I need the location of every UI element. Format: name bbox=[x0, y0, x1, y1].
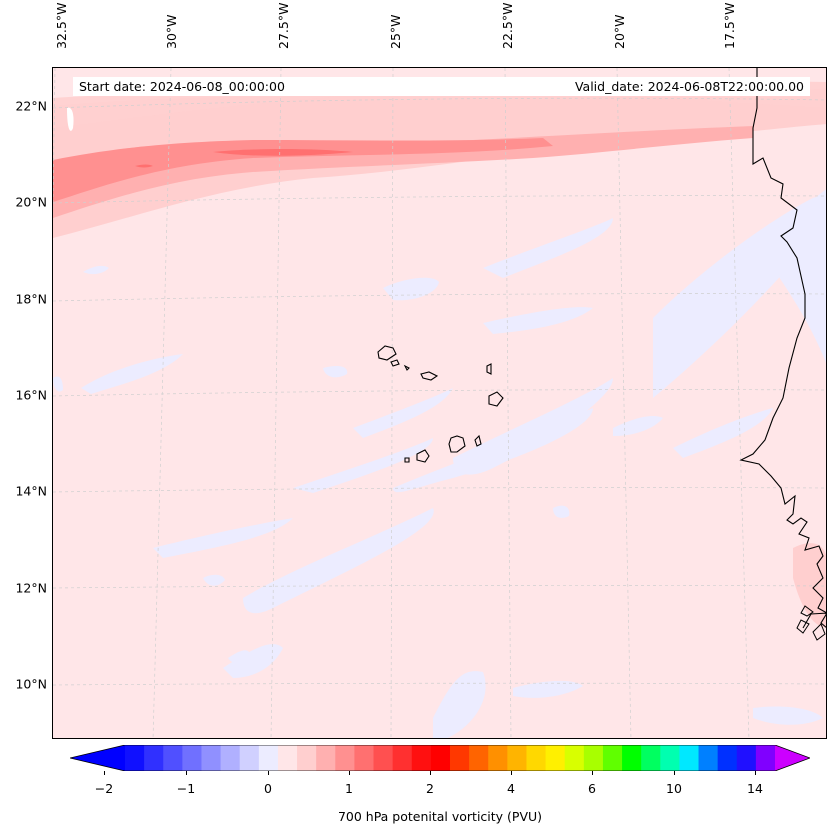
colorbar-segment bbox=[392, 745, 413, 771]
longitude-label: 20°W bbox=[612, 14, 627, 49]
coastline-islands-se bbox=[796, 605, 826, 641]
colorbar-label: 700 hPa potenital vorticity (PVU) bbox=[337, 809, 543, 824]
latitude-label: 10°N bbox=[15, 676, 47, 692]
date-info-bar: Start date: 2024-06-08_00:00:00 Valid_da… bbox=[73, 77, 810, 96]
colorbar-segment bbox=[411, 745, 432, 771]
latitude-label: 22°N bbox=[15, 98, 47, 114]
colorbar-segment bbox=[335, 745, 355, 771]
pv-negative-streaks bbox=[53, 189, 826, 738]
latitude-label: 12°N bbox=[15, 580, 47, 596]
longitude-label: 27.5°W bbox=[276, 2, 291, 49]
colorbar-segment bbox=[163, 745, 183, 771]
longitude-label: 17.5°W bbox=[722, 2, 737, 49]
colorbar-segment bbox=[564, 745, 585, 771]
colorbar-tick-mark bbox=[186, 771, 187, 775]
colorbar-segment bbox=[622, 745, 642, 771]
graticule bbox=[53, 68, 826, 738]
colorbar-tick-mark bbox=[592, 771, 593, 775]
colorbar-segment bbox=[373, 745, 394, 771]
valid-date-label: Valid_date: 2024-06-08T22:00:00.00 bbox=[574, 79, 804, 94]
colorbar-tick-label: −1 bbox=[176, 781, 196, 796]
colorbar-segment bbox=[450, 745, 470, 771]
colorbar-segment bbox=[641, 745, 661, 771]
colorbar-segment bbox=[297, 745, 317, 771]
colorbar-tick-label: 4 bbox=[507, 781, 515, 796]
colorbar-tick-label: 6 bbox=[588, 781, 596, 796]
pv-band-light bbox=[53, 88, 826, 238]
colorbar-segment bbox=[144, 745, 164, 771]
longitude-label: 30°W bbox=[164, 14, 179, 49]
colorbar-tick-label: 10 bbox=[666, 781, 682, 796]
colorbar bbox=[70, 745, 810, 771]
colorbar-segment bbox=[526, 745, 547, 771]
colorbar-tick-mark bbox=[755, 771, 756, 775]
map-panel[interactable]: Start date: 2024-06-08_00:00:00 Valid_da… bbox=[52, 67, 827, 739]
latitude-label: 14°N bbox=[15, 483, 47, 499]
colorbar-segment bbox=[660, 745, 680, 771]
longitude-label: 22.5°W bbox=[500, 2, 515, 49]
latitude-label: 18°N bbox=[15, 291, 47, 307]
colorbar-tick-mark bbox=[104, 771, 105, 775]
colorbar-tick-mark bbox=[430, 771, 431, 775]
colorbar-segment bbox=[469, 745, 489, 771]
colorbar-tick-mark bbox=[349, 771, 350, 775]
colorbar-segment bbox=[354, 745, 375, 771]
colorbar-segment bbox=[277, 745, 298, 771]
colorbar-segment bbox=[430, 745, 451, 771]
colorbar-segment bbox=[258, 745, 279, 771]
colorbar-tick-mark bbox=[511, 771, 512, 775]
latitude-label: 20°N bbox=[15, 194, 47, 210]
colorbar-tick-label: 0 bbox=[264, 781, 272, 796]
pv-band-core bbox=[213, 149, 353, 156]
colorbar-segment bbox=[717, 745, 738, 771]
longitude-label: 32.5°W bbox=[54, 2, 69, 49]
longitude-label: 25°W bbox=[388, 14, 403, 49]
latitude-label: 16°N bbox=[15, 387, 47, 403]
colorbar-tick-mark bbox=[268, 771, 269, 775]
colorbar-segment bbox=[679, 745, 700, 771]
colorbar-segment bbox=[545, 745, 566, 771]
pv-band-core-2 bbox=[135, 164, 153, 168]
colorbar-segment bbox=[507, 745, 527, 771]
colorbar-segment bbox=[736, 745, 757, 771]
colorbar-tick-mark bbox=[674, 771, 675, 775]
pv-white-spot bbox=[67, 107, 74, 131]
colorbar-segment bbox=[182, 745, 202, 771]
cape-verde-islands bbox=[377, 345, 504, 463]
colorbar-segment bbox=[698, 745, 719, 771]
start-date-label: Start date: 2024-06-08_00:00:00 bbox=[79, 79, 285, 94]
colorbar-segment bbox=[220, 745, 241, 771]
colorbar-segment bbox=[316, 745, 336, 771]
colorbar-segment bbox=[239, 745, 260, 771]
colorbar-extend-low bbox=[70, 745, 125, 771]
colorbar-segment bbox=[602, 745, 623, 771]
colorbar-tick-label: 1 bbox=[345, 781, 353, 796]
pv-band-strong bbox=[53, 138, 553, 202]
colorbar-segment bbox=[583, 745, 604, 771]
colorbar-segment bbox=[201, 745, 222, 771]
colorbar-tick-label: 14 bbox=[747, 781, 763, 796]
map-canvas bbox=[53, 68, 826, 738]
colorbar-tick-label: −2 bbox=[94, 781, 114, 796]
colorbar-extend-high bbox=[775, 745, 810, 771]
africa-coastline bbox=[739, 68, 826, 629]
colorbar-tick-label: 2 bbox=[426, 781, 434, 796]
colorbar-segment bbox=[755, 745, 776, 771]
colorbar-segment bbox=[488, 745, 508, 771]
colorbar-segment bbox=[125, 745, 145, 771]
